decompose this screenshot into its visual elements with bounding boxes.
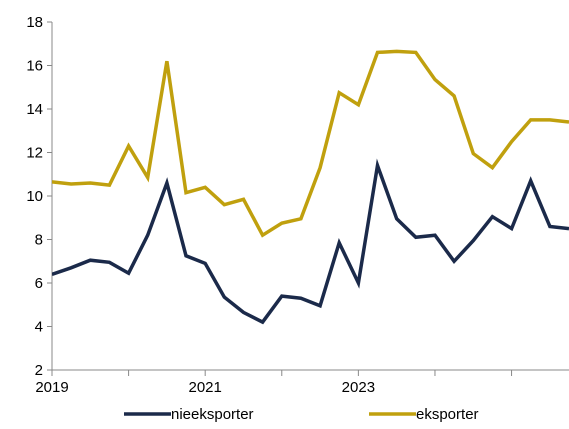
y-tick-label: 18 — [26, 14, 43, 31]
series-line-nieeksporter — [52, 158, 569, 325]
legend-label-nieeksporter: nieeksporter — [171, 406, 254, 423]
x-tick-label: 2023 — [342, 379, 375, 396]
series-layer — [52, 49, 569, 325]
legend-label-eksporter: eksporter — [416, 406, 479, 423]
y-tick-label: 8 — [35, 232, 43, 249]
y-tick-label: 14 — [26, 101, 43, 118]
x-tick-label: 2019 — [35, 379, 68, 396]
y-tick-label: 2 — [35, 362, 43, 379]
y-tick-label: 12 — [26, 145, 43, 162]
legend: nieeksporter eksporter — [124, 406, 479, 423]
y-tick-label: 16 — [26, 58, 43, 75]
x-axis: 2019 2021 2023 — [35, 369, 569, 396]
series-line-eksporter — [52, 49, 569, 238]
y-tick-label: 4 — [35, 319, 43, 336]
y-tick-label: 10 — [26, 188, 43, 205]
y-tick-label: 6 — [35, 275, 43, 292]
x-tick-label: 2021 — [188, 379, 221, 396]
y-axis: 2 4 6 8 10 12 14 16 18 — [26, 14, 53, 379]
